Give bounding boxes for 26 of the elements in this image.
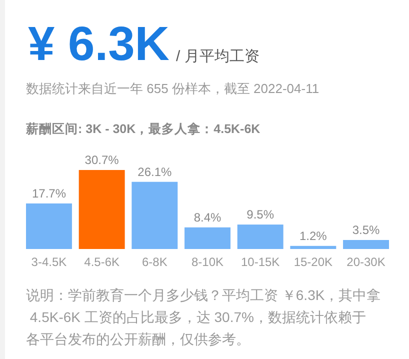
x-tick-label: 3-4.5K bbox=[31, 255, 67, 269]
data-label: 30.7% bbox=[84, 153, 120, 167]
x-tick-label: 20-30K bbox=[346, 255, 386, 269]
data-label: 1.2% bbox=[299, 228, 328, 243]
chart-title: ¥ 6.3K bbox=[28, 18, 170, 71]
x-tick-label: 15-20K bbox=[294, 255, 333, 269]
bar bbox=[132, 182, 178, 249]
bar bbox=[184, 227, 230, 249]
bar bbox=[290, 246, 336, 249]
data-label: 8.4% bbox=[194, 210, 222, 224]
data-label: 3.5% bbox=[352, 222, 380, 237]
x-tick-label: 8-10K bbox=[191, 255, 224, 269]
chart-subtitle: / 月平均工资 bbox=[176, 48, 260, 65]
bar bbox=[237, 224, 284, 249]
data-label: 9.5% bbox=[246, 208, 274, 222]
bar bbox=[78, 170, 125, 249]
data-label: 17.7% bbox=[32, 186, 66, 200]
bar bbox=[343, 240, 389, 249]
x-tick-label: 10-15K bbox=[240, 255, 280, 269]
text: 薪酬区间: 3K - 30K，最多人拿：4.5K-6K bbox=[25, 121, 260, 136]
data-label: 26.1% bbox=[138, 164, 172, 179]
text: 数据统计来自近一年 655 份样本，截至 2022-04-11 bbox=[26, 81, 320, 96]
text: 说明：学前教育一个月多少钱？平均工资 ￥6.3K，其中拿 4.5K-6K 工资的占比最多，达 30.7%，数据统计依赖于各平台发布的公开薪酬，仅供参考。 bbox=[26, 287, 381, 347]
x-tick-label: 4.5-6K bbox=[84, 255, 120, 269]
x-tick-label: 6-8K bbox=[142, 255, 168, 269]
bar bbox=[26, 203, 72, 249]
